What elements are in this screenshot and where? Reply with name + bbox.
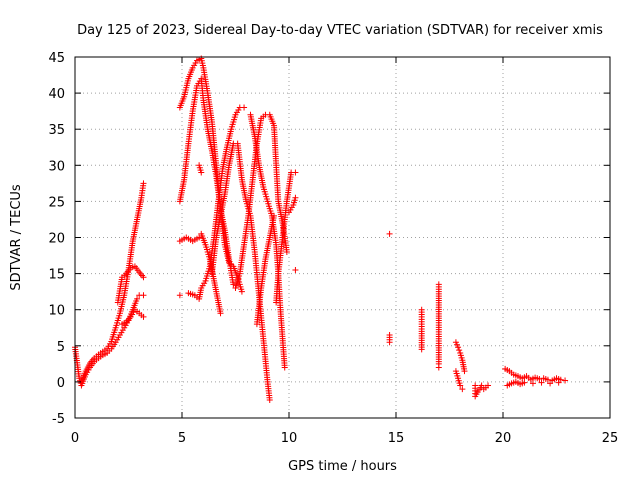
data-point [453, 341, 460, 348]
x-tick-label: 25 [602, 431, 619, 446]
y-tick-label: 0 [57, 376, 65, 391]
data-point [386, 339, 393, 346]
data-point [292, 266, 299, 273]
data-point [281, 364, 288, 371]
data-point [529, 380, 536, 387]
y-tick-label: 40 [48, 87, 65, 102]
data-point [271, 212, 278, 219]
data-point [140, 313, 147, 320]
data-point [461, 368, 468, 375]
data-point [456, 347, 463, 354]
data-point [485, 382, 492, 389]
x-axis-label: GPS time / hours [288, 459, 397, 474]
y-tick-label: 20 [48, 232, 65, 247]
data-points [72, 55, 569, 403]
grid-lines [75, 57, 610, 418]
data-point [241, 104, 248, 111]
x-tick-label: 5 [178, 431, 186, 446]
data-point [140, 274, 147, 281]
chart-title: Day 125 of 2023, Sidereal Day-to-day VTE… [77, 23, 603, 38]
y-tick-label: -5 [52, 412, 65, 427]
data-point [459, 386, 466, 393]
data-point [435, 364, 442, 371]
y-axis: -5 0 5 10 15 20 25 30 35 40 45 [48, 51, 610, 427]
data-point [457, 382, 464, 389]
y-tick-label: 45 [48, 51, 65, 66]
data-point [238, 288, 245, 295]
y-tick-label: 5 [57, 340, 65, 355]
y-tick-label: 30 [48, 159, 65, 174]
x-tick-label: 0 [71, 431, 79, 446]
data-point [198, 169, 205, 176]
y-tick-label: 10 [48, 304, 65, 319]
x-axis: 0 5 10 15 20 25 [71, 57, 618, 446]
data-point [292, 194, 299, 201]
data-point [562, 377, 569, 384]
data-point [547, 380, 554, 387]
data-point [544, 376, 551, 383]
data-point [176, 292, 183, 299]
data-point [196, 234, 203, 241]
data-point [292, 169, 299, 176]
y-axis-label: SDTVAR / TECUs [9, 184, 24, 291]
data-point [538, 379, 545, 386]
x-tick-label: 15 [388, 431, 405, 446]
data-point [134, 295, 141, 302]
data-point [283, 248, 290, 255]
data-point [452, 339, 459, 346]
data-point [140, 180, 147, 187]
data-point [418, 346, 425, 353]
data-point [455, 344, 462, 351]
x-tick-label: 20 [495, 431, 512, 446]
data-point [536, 376, 543, 383]
y-tick-label: 15 [48, 268, 65, 283]
y-tick-label: 25 [48, 195, 65, 210]
data-point [140, 292, 147, 299]
data-point [555, 379, 562, 386]
data-point [521, 379, 528, 386]
x-tick-label: 10 [281, 431, 298, 446]
data-point [386, 230, 393, 237]
data-point [230, 281, 237, 288]
y-tick-label: 35 [48, 123, 65, 138]
data-point [266, 396, 273, 403]
data-point [217, 310, 224, 317]
data-point [478, 382, 485, 389]
